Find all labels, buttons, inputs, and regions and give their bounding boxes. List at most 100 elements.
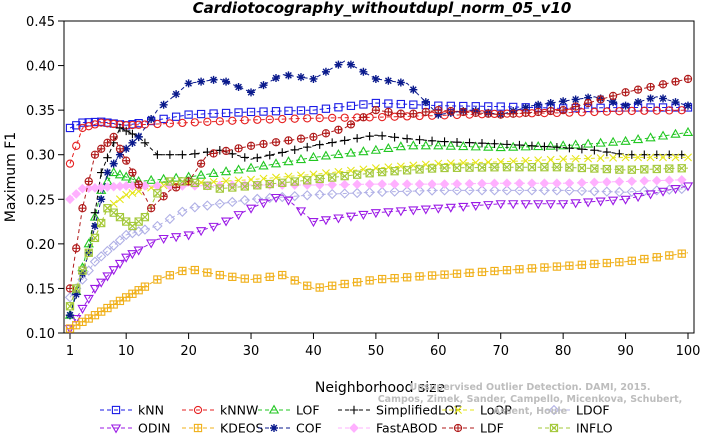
data-point <box>577 260 587 269</box>
data-point <box>171 112 181 121</box>
x-tick-label: 40 <box>305 344 322 359</box>
data-point <box>602 147 612 157</box>
data-point <box>121 126 131 136</box>
data-point <box>209 75 218 84</box>
data-point <box>84 177 93 186</box>
data-point <box>246 141 256 150</box>
data-point <box>140 138 150 148</box>
data-point <box>197 77 206 86</box>
data-point <box>384 76 393 85</box>
data-point <box>426 185 438 196</box>
data-point <box>634 153 643 162</box>
data-point <box>508 200 519 210</box>
data-point <box>165 150 175 159</box>
x-axis: 1 10 20 30 40 50 60 70 80 90 100 <box>66 333 700 359</box>
data-point <box>452 137 462 147</box>
data-point <box>278 178 287 187</box>
data-point <box>97 218 106 228</box>
legend-item-LoOP: LoOP <box>442 403 512 418</box>
data-point <box>65 194 75 205</box>
y-tick-label: 0.40 <box>26 60 55 75</box>
data-point <box>358 146 369 156</box>
data-point <box>383 142 394 153</box>
data-point <box>595 137 606 147</box>
data-point <box>389 186 400 197</box>
data-point <box>620 135 631 145</box>
data-point <box>78 269 87 278</box>
data-point <box>134 180 143 189</box>
legend-item-COF: COF <box>258 421 322 434</box>
data-point <box>582 198 594 208</box>
data-point <box>551 185 563 196</box>
data-point <box>421 107 430 117</box>
legend-label: ODIN <box>138 421 171 434</box>
data-point <box>253 153 262 163</box>
data-point <box>215 270 224 280</box>
data-point <box>90 150 100 159</box>
data-point <box>214 198 225 209</box>
data-point <box>128 138 137 147</box>
data-point <box>677 249 686 258</box>
data-point <box>270 158 282 168</box>
data-point <box>396 99 405 109</box>
data-point <box>584 93 593 102</box>
data-point <box>458 202 469 212</box>
y-tick-label: 0.30 <box>26 149 55 164</box>
data-point <box>153 189 162 198</box>
data-point <box>483 141 494 151</box>
data-point <box>589 177 600 188</box>
data-point <box>115 195 124 204</box>
data-point <box>359 113 368 122</box>
data-point <box>184 110 193 119</box>
data-point <box>308 151 319 161</box>
data-point <box>527 141 537 150</box>
data-point <box>115 123 125 133</box>
data-point <box>164 213 176 225</box>
data-point <box>165 177 175 186</box>
legend-marker <box>268 404 280 414</box>
data-point <box>546 99 555 108</box>
data-point <box>590 259 599 269</box>
data-point <box>203 268 212 277</box>
data-point <box>133 246 144 256</box>
data-point <box>445 203 456 213</box>
data-point <box>202 200 213 211</box>
data-point <box>645 190 656 200</box>
data-point <box>196 109 206 119</box>
data-point <box>627 256 636 265</box>
data-point <box>290 276 299 285</box>
data-point <box>439 179 450 189</box>
data-point <box>658 80 668 89</box>
data-point <box>514 185 525 196</box>
data-point <box>159 100 168 109</box>
data-point <box>490 266 499 276</box>
data-point <box>195 227 207 237</box>
data-point <box>134 120 143 129</box>
legend-marker <box>548 404 560 416</box>
data-point <box>565 143 574 153</box>
y-tick-label: 0.20 <box>26 238 55 253</box>
legend-label: SimplifiedLOF <box>376 403 462 418</box>
data-point <box>121 171 132 181</box>
data-point <box>439 185 450 196</box>
legend-item-LDF: LDF <box>442 421 504 434</box>
data-point <box>303 176 312 185</box>
data-point <box>464 185 475 196</box>
legend-item-LOF: LOF <box>258 403 320 418</box>
data-point <box>215 117 224 126</box>
legend-marker <box>193 423 203 433</box>
series-LOF <box>64 126 694 319</box>
data-point <box>384 107 393 117</box>
data-point <box>502 140 512 149</box>
watermark-line-1: Campos, Zimek, Sander, Campello, Micenko… <box>377 394 683 417</box>
legend-marker <box>193 405 203 415</box>
data-point <box>103 168 112 177</box>
data-point <box>670 185 681 195</box>
data-point <box>72 244 81 253</box>
data-point <box>172 90 181 99</box>
plot-area <box>64 60 694 335</box>
data-point <box>590 146 599 155</box>
data-point <box>352 179 362 190</box>
data-point <box>683 74 693 84</box>
data-point <box>490 163 499 172</box>
